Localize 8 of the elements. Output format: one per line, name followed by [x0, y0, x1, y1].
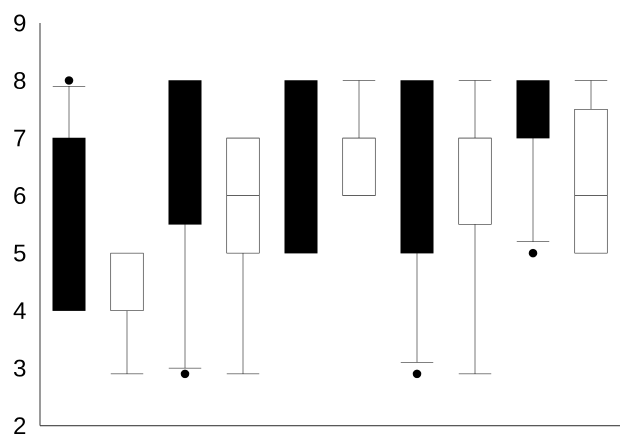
y-tick-label: 8	[14, 72, 26, 90]
y-tick-label: 5	[14, 244, 26, 262]
y-tick-label: 3	[14, 360, 26, 377]
y-tick-label: 6	[14, 187, 26, 204]
y-tick-label: 2	[14, 417, 26, 434]
y-tick-label: 9	[14, 14, 26, 32]
y-tick-label: 7	[14, 130, 26, 146]
y-tick-label: 4	[14, 302, 26, 319]
